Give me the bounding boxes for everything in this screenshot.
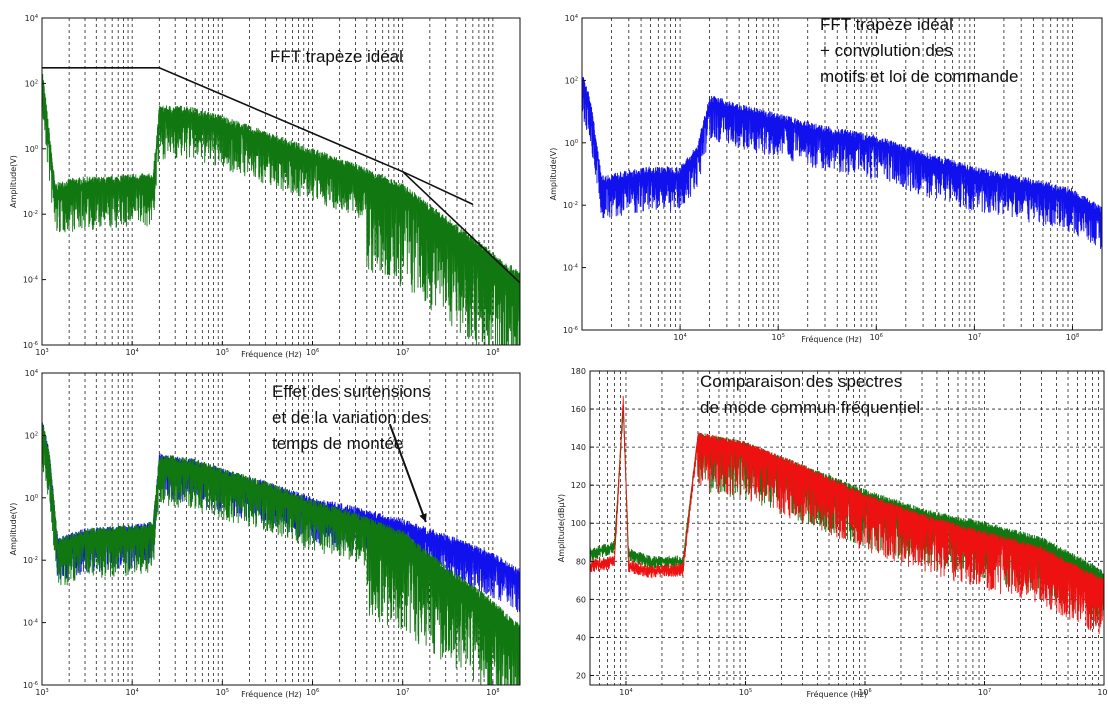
x-tick-label: 106 bbox=[306, 688, 319, 697]
y-tick-label: 10-6 bbox=[563, 326, 578, 335]
series-trace bbox=[590, 410, 1104, 626]
x-tick-label: 104 bbox=[673, 333, 686, 342]
series-line bbox=[42, 67, 474, 206]
chart-top-left: 103 104 105 106 107 108 10-6 10-4 10-2 100 102 104 F… bbox=[9, 14, 521, 359]
x-tick-label: 107 bbox=[396, 688, 409, 697]
annotation-line: motifs et loi de commande bbox=[820, 67, 1019, 86]
y-tick-label: 104 bbox=[25, 369, 38, 378]
annotation-line: + convolution des bbox=[820, 41, 953, 60]
x-tick-label: 103 bbox=[35, 348, 48, 357]
annotation-arrow bbox=[388, 423, 427, 523]
series-trace bbox=[590, 395, 1104, 635]
x-tick-label: 105 bbox=[216, 688, 229, 697]
y-axis-label: Amplitude(V) bbox=[549, 148, 558, 201]
x-axis-label: Fréquence (Hz) bbox=[801, 334, 862, 344]
series-trace bbox=[582, 77, 1102, 250]
annotation-line: Comparaison des spectres bbox=[700, 372, 903, 391]
y-tick-label: 10-2 bbox=[563, 201, 578, 210]
plot-frame bbox=[41, 17, 521, 346]
series-trace bbox=[42, 73, 520, 345]
y-tick-label: 100 bbox=[571, 519, 586, 528]
chart-panel-bottom-left: 103 104 105 106 107 108 10-6 10-4 10-2 100 102 104 F… bbox=[0, 365, 540, 719]
x-tick-label: 108 bbox=[1066, 333, 1079, 342]
x-tick-label: 108 bbox=[486, 348, 499, 357]
x-axis-label: Fréquence (Hz) bbox=[806, 689, 867, 699]
y-tick-label: 160 bbox=[571, 405, 586, 414]
x-tick-label: 104 bbox=[125, 348, 138, 357]
chart-panel-top-right: 104 105 106 107 108 10-6 10-4 10-2 100 102 104 Fréq… bbox=[549, 0, 1108, 365]
y-tick-label: 80 bbox=[576, 557, 586, 566]
y-tick-label: 102 bbox=[565, 76, 578, 85]
y-axis-label: Amplitude(V) bbox=[9, 503, 18, 556]
y-tick-label: 100 bbox=[25, 494, 38, 503]
chart-bottom-left: 103 104 105 106 107 108 10-6 10-4 10-2 100 102 104 F… bbox=[9, 369, 521, 699]
chart-bottom-right: 104 105 106 107 108 20 40 60 80 100 120 140 160 180 Fr… bbox=[557, 367, 1108, 699]
chart-panel-top-left: 103 104 105 106 107 108 10-6 10-4 10-2 100 102 104 F… bbox=[0, 0, 540, 365]
series-trace bbox=[42, 419, 520, 685]
y-tick-label: 10-4 bbox=[563, 264, 578, 273]
x-tick-label: 105 bbox=[739, 688, 752, 697]
x-tick-label: 107 bbox=[968, 333, 981, 342]
y-tick-label: 10-6 bbox=[23, 341, 38, 350]
x-tick-label: 108 bbox=[486, 688, 499, 697]
y-tick-label: 10-6 bbox=[23, 681, 38, 690]
y-tick-label: 140 bbox=[571, 443, 586, 452]
annotation-top-right: FFT trapèze idéal + convolution des moti… bbox=[820, 12, 1018, 90]
annotation-line: de mode commun fréquentiel bbox=[700, 398, 921, 417]
y-axis-label: Amplitude(V) bbox=[9, 155, 18, 208]
x-tick-label: 106 bbox=[858, 688, 871, 697]
annotation-line: Effet des surtensions bbox=[272, 382, 431, 401]
series-line bbox=[402, 171, 520, 284]
y-tick-label: 10-2 bbox=[23, 556, 38, 565]
y-tick-label: 10-4 bbox=[23, 276, 38, 285]
annotation-line: temps de montée bbox=[272, 434, 404, 453]
y-tick-label: 120 bbox=[571, 481, 586, 490]
x-tick-label: 104 bbox=[619, 688, 632, 697]
plot-frame bbox=[589, 370, 1105, 686]
y-tick-label: 60 bbox=[576, 595, 586, 604]
y-tick-label: 180 bbox=[571, 367, 586, 376]
x-tick-label: 107 bbox=[396, 348, 409, 357]
plot-frame bbox=[581, 17, 1103, 331]
y-tick-label: 10-4 bbox=[23, 619, 38, 628]
y-tick-label: 104 bbox=[25, 14, 38, 23]
y-tick-label: 100 bbox=[565, 139, 578, 148]
annotation-bottom-right: Comparaison des spectres de mode commun … bbox=[700, 369, 920, 421]
x-tick-label: 106 bbox=[306, 348, 319, 357]
x-tick-label: 104 bbox=[125, 688, 138, 697]
y-tick-label: 102 bbox=[25, 431, 38, 440]
x-tick-label: 106 bbox=[870, 333, 883, 342]
annotation-bottom-left: Effet des surtensions et de la variation… bbox=[272, 379, 430, 457]
y-tick-label: 40 bbox=[576, 633, 586, 642]
y-tick-label: 10-2 bbox=[23, 210, 38, 219]
annotation-line: FFT trapèze idéal bbox=[270, 47, 403, 66]
x-axis-label: Fréquence (Hz) bbox=[241, 349, 302, 359]
chart-panel-bottom-right: 104 105 106 107 108 20 40 60 80 100 120 140 160 180 Fr… bbox=[540, 365, 1108, 719]
chart-top-right: 104 105 106 107 108 10-6 10-4 10-2 100 102 104 Fréq… bbox=[549, 14, 1103, 344]
annotation-top-left: FFT trapèze idéal bbox=[270, 44, 403, 70]
y-tick-label: 100 bbox=[25, 145, 38, 154]
x-tick-label: 108 bbox=[1097, 688, 1108, 697]
plot-frame bbox=[41, 372, 521, 686]
x-axis-label: Fréquence (Hz) bbox=[241, 689, 302, 699]
x-tick-label: 105 bbox=[216, 348, 229, 357]
y-tick-label: 20 bbox=[576, 671, 586, 680]
x-tick-label: 107 bbox=[978, 688, 991, 697]
x-tick-label: 103 bbox=[35, 688, 48, 697]
x-tick-label: 105 bbox=[772, 333, 785, 342]
annotation-line: FFT trapèze idéal bbox=[820, 15, 953, 34]
y-axis-label: Amplitude(dBμV) bbox=[557, 494, 566, 562]
y-tick-label: 104 bbox=[565, 14, 578, 23]
annotation-line: et de la variation des bbox=[272, 408, 429, 427]
y-tick-label: 102 bbox=[25, 79, 38, 88]
